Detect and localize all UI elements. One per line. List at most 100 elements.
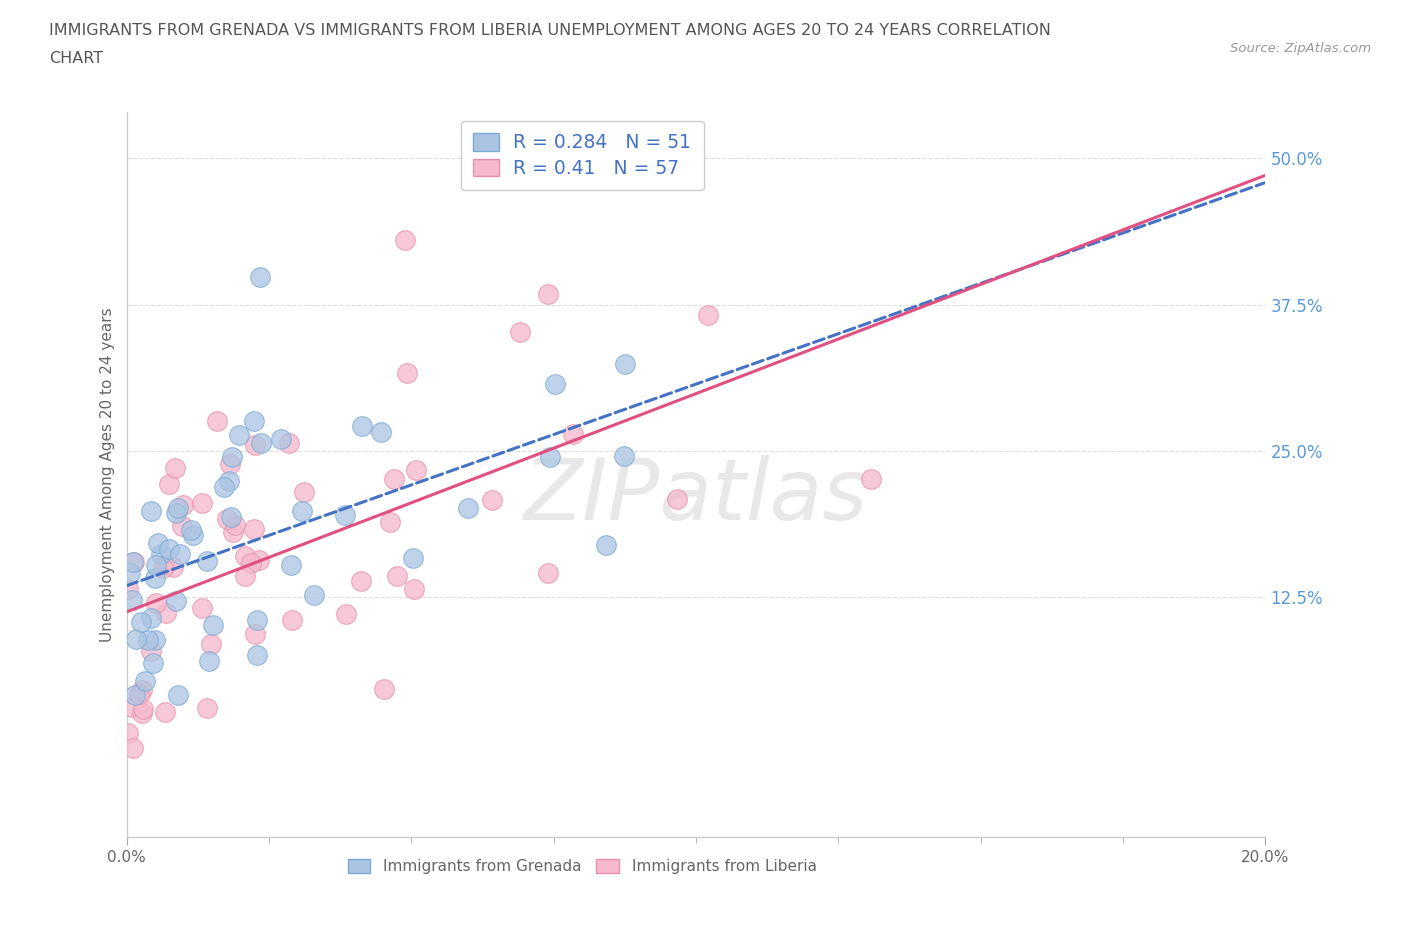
Point [222,525,245,539]
Point [180,523,202,538]
Point [538,450,561,465]
Point [280,612,302,627]
Point [245,647,267,662]
Point [121,592,143,607]
Point [142,656,165,671]
Point [191,600,214,615]
Point [117,726,139,741]
Point [167,501,190,516]
Point [167,687,190,702]
Legend: Immigrants from Grenada, Immigrants from Liberia: Immigrants from Grenada, Immigrants from… [342,853,823,880]
Point [614,357,637,372]
Point [243,437,266,452]
Point [291,504,314,519]
Point [860,472,883,486]
Point [165,505,187,520]
Point [302,588,325,603]
Point [122,554,145,569]
Point [537,286,560,301]
Point [405,463,427,478]
Point [121,699,143,714]
Point [139,504,162,519]
Point [246,613,269,628]
Text: CHART: CHART [49,51,103,66]
Point [270,432,292,446]
Point [172,498,194,512]
Text: IMMIGRANTS FROM GRENADA VS IMMIGRANTS FROM LIBERIA UNEMPLOYMENT AMONG AGES 20 TO: IMMIGRANTS FROM GRENADA VS IMMIGRANTS FR… [49,23,1052,38]
Point [219,510,242,525]
Y-axis label: Unemployment Among Ages 20 to 24 years: Unemployment Among Ages 20 to 24 years [100,307,115,642]
Point [155,605,177,620]
Point [195,554,218,569]
Point [402,551,425,565]
Point [212,479,235,494]
Point [249,270,271,285]
Point [509,325,531,339]
Point [145,596,167,611]
Text: Source: ZipAtlas.com: Source: ZipAtlas.com [1230,42,1371,55]
Point [249,552,271,567]
Point [132,702,155,717]
Point [128,686,150,701]
Point [131,683,153,698]
Point [665,492,688,507]
Point [153,557,176,572]
Point [385,568,408,583]
Point [457,500,479,515]
Point [335,508,357,523]
Point [139,610,162,625]
Point [396,366,419,381]
Point [125,631,148,646]
Point [124,688,146,703]
Point [561,427,583,442]
Point [595,538,617,552]
Point [228,427,250,442]
Point [165,460,187,475]
Point [205,414,228,429]
Point [240,556,263,571]
Point [143,571,166,586]
Point [145,632,167,647]
Point [233,549,256,564]
Point [153,704,176,719]
Point [350,418,373,433]
Point [129,614,152,629]
Point [131,705,153,720]
Point [218,457,240,472]
Point [141,644,163,658]
Point [350,574,373,589]
Point [169,546,191,561]
Point [200,636,222,651]
Point [136,632,159,647]
Point [280,558,302,573]
Point [117,581,139,596]
Point [157,542,180,557]
Point [233,569,256,584]
Point [221,450,243,465]
Point [370,424,392,439]
Point [165,593,187,608]
Point [183,527,205,542]
Point [245,627,267,642]
Point [278,435,301,450]
Point [191,495,214,510]
Point [218,473,240,488]
Point [378,514,401,529]
Point [122,554,145,569]
Point [250,436,273,451]
Point [481,493,503,508]
Point [402,581,425,596]
Point [122,740,145,755]
Point [134,674,156,689]
Point [215,512,238,526]
Point [148,535,170,550]
Point [162,560,184,575]
Point [613,448,636,463]
Point [294,485,316,499]
Point [224,518,246,533]
Point [373,682,395,697]
Point [198,654,221,669]
Point [394,232,416,247]
Point [202,618,225,632]
Point [537,565,560,580]
